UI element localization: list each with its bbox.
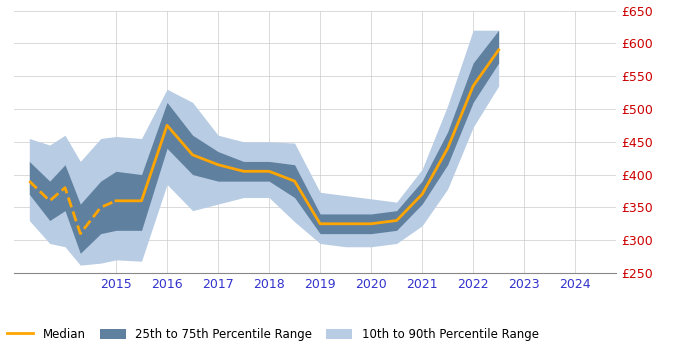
Legend: Median, 25th to 75th Percentile Range, 10th to 90th Percentile Range: Median, 25th to 75th Percentile Range, 1… — [2, 323, 543, 346]
